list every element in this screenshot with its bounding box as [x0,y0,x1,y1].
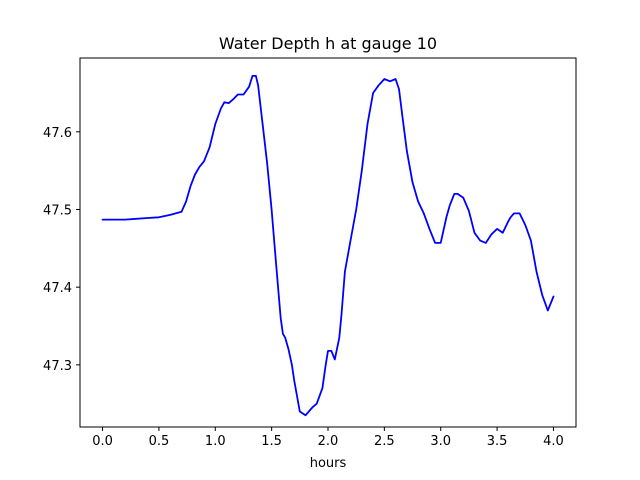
plot-area [79,57,577,428]
x-tick-label: 0.5 [149,434,170,449]
x-tick-label: 3.0 [430,434,451,449]
x-axis-label: hours [310,456,347,471]
x-tick-label: 1.0 [205,434,226,449]
x-tick-label: 2.5 [374,434,395,449]
x-tick-label: 0.0 [92,434,113,449]
x-tick-label: 2.0 [318,434,339,449]
x-tick-label: 3.5 [487,434,508,449]
y-tick-label: 47.3 [43,359,72,374]
x-axis: 0.0 0.5 1.0 1.5 2.0 2.5 3.0 3.5 4.0 [92,427,564,449]
y-tick-label: 47.5 [43,203,72,218]
plot-frame [79,57,577,428]
y-tick-label: 47.6 [43,126,72,141]
series-line-gauge-10 [101,75,555,417]
x-tick-label: 1.5 [261,434,282,449]
x-tick-label: 4.0 [543,434,564,449]
y-axis: 47.3 47.4 47.5 47.6 [43,126,80,374]
chart-title: Water Depth h at gauge 10 [219,34,437,53]
y-tick-label: 47.4 [43,281,72,296]
